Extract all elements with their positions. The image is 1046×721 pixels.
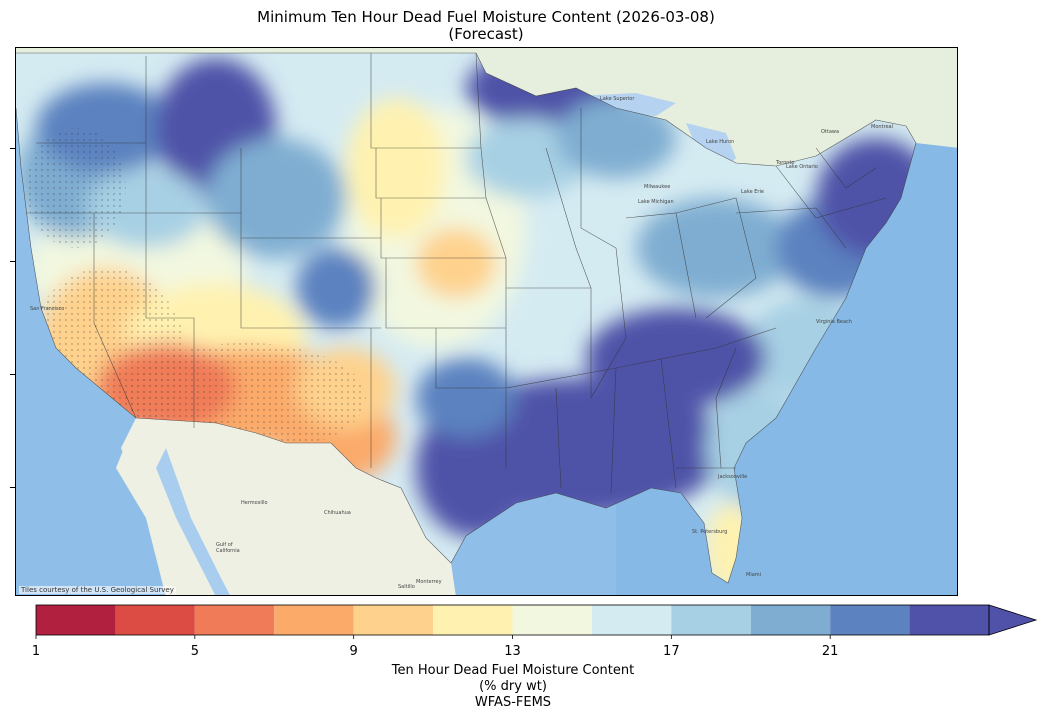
y-axis-tick — [10, 487, 15, 488]
colorbar-tick-label: 1 — [31, 644, 41, 659]
colorbar-bin — [830, 605, 910, 635]
colorbar-bin — [512, 605, 592, 635]
colorbar-bin — [671, 605, 751, 635]
fuel-moisture-map: San Francisco Hermosillo Chihuahua Gulf … — [15, 47, 958, 596]
map-title: Minimum Ten Hour Dead Fuel Moisture Cont… — [257, 8, 715, 26]
colorbar-bin — [353, 605, 434, 635]
colorbar-tick-label: 17 — [663, 644, 680, 659]
place-label: Saltillo — [398, 584, 415, 590]
place-label: California — [216, 548, 240, 554]
colorbar-bin — [433, 605, 513, 635]
colorbar-bin — [750, 605, 831, 635]
colorbar-tick-label: 21 — [821, 644, 839, 659]
place-label: Lake Huron — [706, 139, 734, 145]
state-borders — [16, 52, 917, 584]
place-label: St. Petersburg — [692, 529, 727, 535]
place-label: San Francisco — [30, 306, 64, 312]
colorbar — [35, 604, 1038, 639]
place-label: Chihuahua — [324, 510, 351, 516]
place-label: Toronto — [775, 160, 794, 166]
map-attribution: Tiles courtesy of the U.S. Geological Su… — [19, 586, 176, 594]
map-subtitle: (Forecast) — [448, 25, 524, 43]
colorbar-bin — [591, 605, 672, 635]
place-label: Gulf of — [216, 542, 233, 548]
colorbar-bin — [36, 605, 116, 635]
colorbar-tick-label: 13 — [504, 644, 521, 659]
colorbar-tick-label: 5 — [190, 644, 199, 659]
place-label: Ottawa — [821, 129, 839, 135]
place-label: Miami — [746, 572, 761, 578]
colorbar-tick-label: 9 — [349, 644, 358, 659]
place-label: Lake Ontario — [786, 164, 818, 170]
place-label: Jacksonville — [717, 474, 747, 480]
colorbar-bin — [909, 605, 989, 635]
y-axis-tick — [10, 148, 15, 149]
colorbar-source: WFAS-FEMS — [474, 695, 552, 710]
y-axis-tick — [10, 374, 15, 375]
place-label: Hermosillo — [241, 500, 268, 506]
colorbar-bin — [194, 605, 275, 635]
place-label: Monterrey — [416, 579, 442, 585]
colorbar-bin — [115, 605, 195, 635]
place-label: Lake Michigan — [638, 199, 674, 205]
y-axis-tick — [10, 261, 15, 262]
colorbar-units: (% dry wt) — [479, 679, 547, 694]
place-label: Virginia Beach — [816, 319, 852, 325]
gulf-of-california — [156, 448, 230, 595]
colorbar-bin — [274, 605, 354, 635]
place-label: Milwaukee — [644, 184, 670, 190]
place-label: Lake Superior — [600, 96, 635, 102]
colorbar-extend-arrow — [988, 604, 1038, 636]
place-label: Montreal — [871, 124, 893, 130]
colorbar-title: Ten Hour Dead Fuel Moisture Content — [391, 663, 635, 678]
place-label: Lake Erie — [741, 189, 764, 195]
